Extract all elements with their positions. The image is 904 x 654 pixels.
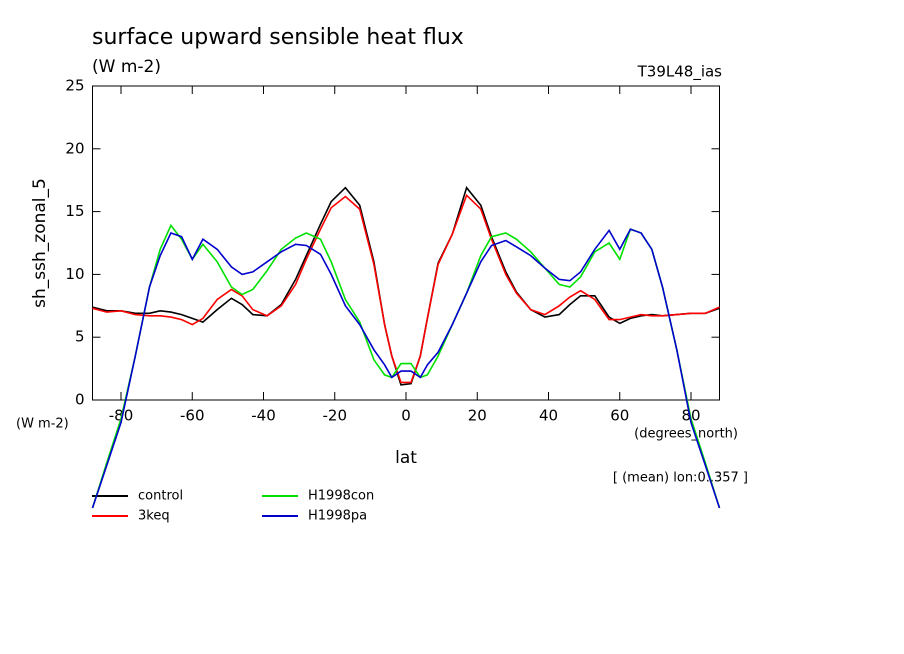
series-line — [92, 186, 720, 386]
x-tick-label: -40 — [251, 407, 276, 425]
x-tick-label: 40 — [539, 407, 558, 425]
series-line — [91, 228, 721, 509]
chart-subtitle: (W m-2) — [92, 57, 161, 77]
legend-label: control — [138, 489, 183, 504]
legend-label: H1998pa — [308, 509, 367, 524]
y-tick-label: 25 — [65, 77, 84, 95]
y-units: (W m-2) — [16, 417, 69, 432]
x-tick-label: 20 — [468, 407, 487, 425]
x-tick-label: -20 — [323, 407, 348, 425]
x-tick-label: 60 — [610, 407, 629, 425]
annotation: [ (mean) lon:0..357 ] — [613, 471, 748, 486]
y-tick-label: 20 — [65, 139, 84, 157]
series-line — [92, 193, 720, 384]
x-tick-label: 0 — [401, 407, 411, 425]
legend-label: 3keq — [138, 509, 170, 524]
x-units: (degrees_north) — [634, 427, 738, 442]
chart-title: surface upward sensible heat flux — [92, 25, 464, 50]
x-axis-label: lat — [395, 448, 417, 468]
model-label: T39L48_ias — [637, 63, 723, 82]
y-tick-label: 0 — [75, 391, 85, 409]
series-line — [91, 223, 721, 509]
y-tick-label: 10 — [65, 265, 84, 283]
y-axis-label: sh_ssh_zonal_5 — [30, 178, 50, 308]
legend-label: H1998con — [308, 489, 374, 504]
x-tick-label: -60 — [180, 407, 205, 425]
y-tick-label: 15 — [65, 202, 84, 220]
y-tick-label: 5 — [75, 328, 85, 346]
